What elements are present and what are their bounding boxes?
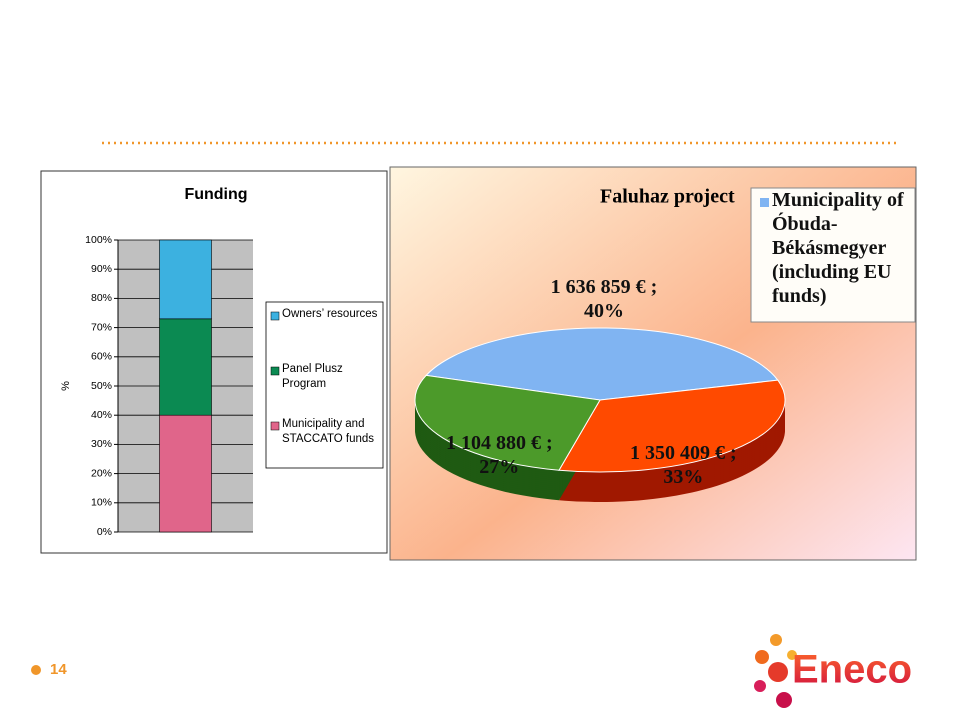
- legend-swatch: [270, 421, 280, 431]
- legend-swatch: [760, 198, 769, 207]
- slice-label: 1 104 880 € ; 27%: [445, 432, 553, 479]
- legend-swatch: [270, 366, 280, 376]
- legend-box: [265, 301, 384, 469]
- legend-label: Municipality of Óbuda-Békásmegyer (inclu…: [772, 189, 904, 307]
- slice-label: 1 350 409 € ; 33%: [629, 441, 737, 488]
- y-tick-label: 30%: [91, 438, 112, 450]
- bullet: [31, 665, 41, 675]
- y-tick-label: 100%: [85, 234, 112, 246]
- y-tick-label: 10%: [91, 497, 112, 509]
- page-number: 14: [50, 661, 67, 678]
- y-tick-label: 80%: [91, 292, 112, 304]
- bar-segment: [159, 239, 212, 320]
- logo-dots: [754, 634, 797, 708]
- y-tick-label: 60%: [91, 351, 112, 363]
- bar-segment: [159, 318, 212, 416]
- slice-label: 1 636 859 € ; 40%: [550, 276, 658, 323]
- legend-item: Owners’ resources: [282, 308, 378, 320]
- slice: [425, 327, 779, 401]
- legend-swatch: [270, 311, 280, 321]
- legend-item: Municipality and STACCATO funds: [282, 418, 375, 445]
- legend-label: Owners’ resources: [282, 308, 378, 320]
- legend-item: Panel Plusz Program: [282, 363, 343, 390]
- y-tick-label: 40%: [91, 409, 112, 421]
- logo: Eneco: [792, 648, 912, 692]
- legend-box: [750, 187, 916, 323]
- y-tick-label: 20%: [91, 467, 112, 479]
- y-axis-label: %: [60, 381, 72, 391]
- bar-segment: [159, 414, 212, 533]
- y-tick-label: 90%: [91, 263, 112, 275]
- y-tick-label: 50%: [91, 380, 112, 392]
- slice: [414, 374, 601, 471]
- chart-title: Faluhaz project: [600, 186, 735, 208]
- y-tick-label: 0%: [97, 526, 112, 538]
- chart-title: Funding: [184, 186, 247, 203]
- slice: [558, 379, 786, 473]
- legend-label: Panel Plusz Program: [282, 363, 343, 390]
- legend-label: Municipality and STACCATO funds: [282, 418, 375, 445]
- y-tick-label: 70%: [91, 321, 112, 333]
